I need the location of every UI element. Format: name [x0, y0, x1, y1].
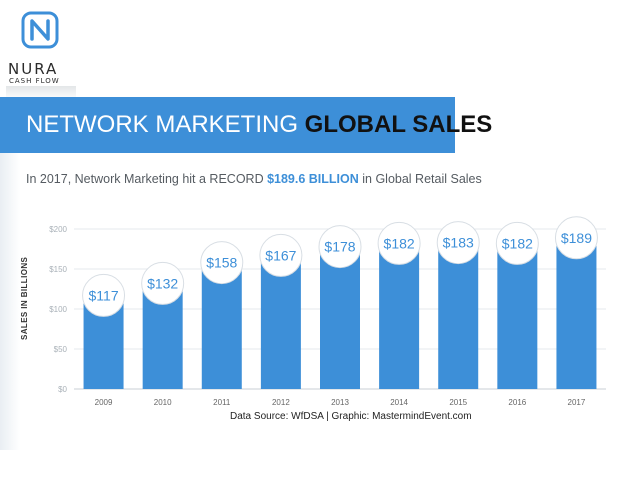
data-label-bubble	[377, 221, 421, 265]
data-label-bubble	[82, 273, 126, 317]
data-label: $182	[384, 235, 415, 251]
subtitle-before: In 2017, Network Marketing hit a RECORD	[26, 172, 268, 186]
data-label: $117	[89, 287, 119, 303]
side-shade	[0, 150, 20, 450]
logo: NURA CASH FLOW	[6, 10, 76, 100]
data-source: Data Source: WfDSA | Graphic: Mastermind…	[230, 411, 472, 422]
data-label-bubble	[436, 221, 480, 265]
data-label-bubble	[200, 241, 244, 285]
data-label: $178	[324, 239, 355, 255]
logo-name: NURA	[8, 60, 59, 78]
title-plain: NETWORK MARKETING	[26, 111, 305, 138]
data-label: $132	[147, 275, 178, 291]
bar	[320, 246, 360, 389]
x-tick-label: 2014	[390, 398, 408, 407]
title-banner: NETWORK MARKETING GLOBAL SALES	[0, 97, 492, 153]
data-label-bubble	[141, 261, 185, 305]
bar	[438, 242, 479, 389]
x-tick-label: 2017	[568, 398, 586, 407]
y-tick-label: $50	[54, 345, 68, 354]
data-label-bubble	[495, 221, 539, 265]
data-label: $183	[443, 235, 474, 251]
bar	[260, 255, 301, 389]
bar	[497, 243, 538, 389]
data-label-bubble	[259, 233, 303, 277]
x-tick-label: 2015	[449, 398, 467, 407]
bar	[556, 237, 597, 389]
page-title: NETWORK MARKETING GLOBAL SALES	[26, 111, 492, 139]
data-label: $158	[206, 255, 237, 271]
data-label: $189	[561, 230, 592, 246]
data-label-bubble	[318, 225, 362, 269]
x-tick-label: 2013	[331, 398, 349, 407]
x-tick-label: 2012	[272, 398, 290, 407]
x-tick-label: 2011	[213, 398, 231, 407]
title-bold: GLOBAL SALES	[304, 111, 493, 138]
subtitle-after: in Global Retail Sales	[358, 172, 482, 186]
nura-logo-icon	[21, 11, 59, 49]
x-tick-label: 2016	[508, 398, 526, 407]
data-label: $182	[502, 235, 533, 251]
y-tick-label: $0	[58, 385, 67, 394]
logo-subtitle: CASH FLOW	[9, 77, 60, 85]
x-tick-label: 2010	[154, 398, 172, 407]
bar	[379, 243, 420, 389]
logo-underbar	[6, 86, 76, 100]
x-tick-label: 2009	[95, 398, 113, 407]
y-tick-label: $150	[49, 265, 67, 274]
subtitle: In 2017, Network Marketing hit a RECORD …	[26, 172, 482, 186]
y-tick-label: $100	[49, 305, 67, 314]
y-tick-label: $200	[49, 225, 67, 234]
data-label-bubble	[554, 216, 598, 260]
data-label: $167	[265, 247, 296, 263]
subtitle-highlight: $189.6 BILLION	[267, 172, 359, 186]
